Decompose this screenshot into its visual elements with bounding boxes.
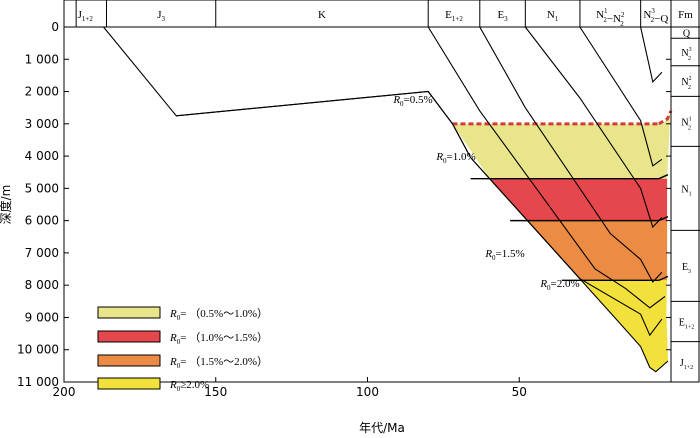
y-tick-label: 3 000 (25, 117, 59, 131)
burial-curve (640, 26, 663, 84)
y-tick-label: 9 000 (25, 310, 59, 324)
ro-isoline-tail (658, 215, 669, 222)
burial-curve (479, 26, 663, 283)
x-tick-label: 50 (512, 385, 527, 399)
y-tick-label: 8 000 (25, 278, 59, 292)
ro-isoline-tail (658, 174, 669, 180)
strata-label: J1+2 (78, 9, 94, 23)
burial-curve (579, 26, 663, 167)
y-tick-label: 10 000 (17, 343, 59, 357)
y-tick-label: 2 000 (25, 85, 59, 99)
y-tick-label: 7 000 (25, 246, 59, 260)
legend-label: R0≥2.0% (169, 379, 209, 393)
ro-isoline-tail (658, 110, 673, 126)
legend: R0= （0.5%～1.0%） R0= （1.0%～1.5%） R0= （1.5%～… (97, 306, 268, 393)
burial-curves (103, 26, 669, 373)
strata-label: K (318, 9, 326, 21)
strata-label: E1+2 (445, 9, 463, 23)
fm-label: N1 2 (681, 116, 691, 131)
fm-label: N1 (681, 184, 691, 197)
x-tick-label: 150 (204, 385, 227, 399)
legend-label: R0= （0.5%～1.0%） (169, 307, 268, 322)
fm-header: Fm (678, 9, 693, 21)
strata-label: N1 2−N2 2 (596, 7, 625, 28)
isoline-annotations: R0=0.5% R0=1.0% R0=1.5% R0=2.0% (392, 94, 579, 292)
burial-curve (176, 90, 663, 337)
y-axis: 0 1 000 2 000 3 000 4 000 5 000 6 000 7 000 8 00… (0, 20, 671, 389)
fm-label: E3 (682, 262, 691, 275)
ro-isolines (452, 110, 673, 282)
y-tick-label: 1 000 (25, 52, 59, 66)
y-axis-title: 深度/m (0, 185, 13, 225)
ro-isoline-tail (658, 275, 669, 281)
maturity-zone (527, 220, 668, 281)
fm-label: N3 2 (681, 47, 691, 62)
legend-swatch (97, 330, 161, 343)
strata-label: E3 (497, 9, 508, 23)
strata-label: N3 2−Q (643, 7, 668, 25)
x-tick-label: 200 (53, 385, 76, 399)
formation-column: Fm Q N3 2 N2 2 N1 2 N1 E3 E1+2 J1+2 (671, 9, 700, 371)
fm-label: E1+2 (679, 317, 695, 330)
maturity-zone (489, 178, 668, 221)
strata-label: N1 (547, 9, 559, 23)
strata-header: J1+2 J3 K E1+2 E3 N1 N1 2−N2 2 N3 2−Q (75, 0, 668, 28)
outer-frame (63, 0, 700, 383)
maturity-zones (452, 114, 671, 372)
y-tick-label: 6 000 (25, 214, 59, 228)
isoline-annotation: R0=1.0% (435, 151, 475, 165)
fm-label: J1+2 (680, 358, 693, 371)
legend-swatch (97, 354, 161, 367)
fm-label: Q (683, 29, 691, 40)
burial-curve (427, 26, 666, 309)
y-tick-label: 0 (51, 20, 59, 34)
legend-swatch (97, 377, 161, 390)
isoline-annotation: R0=0.5% (392, 94, 432, 108)
legend-label: R0= （1.0%～1.5%） (169, 331, 268, 346)
burial-curve (524, 26, 663, 229)
legend-label: R0= （1.5%～2.0%） (169, 355, 268, 370)
legend-swatch (97, 306, 161, 319)
strata-label: J3 (157, 9, 165, 23)
y-tick-label: 5 000 (25, 181, 59, 195)
isoline-annotation: R0=2.0% (539, 278, 579, 292)
plot-frame (63, 0, 700, 383)
y-tick-label: 4 000 (25, 149, 59, 163)
isoline-annotation: R0=1.5% (484, 248, 524, 262)
x-tick-label: 100 (356, 385, 379, 399)
x-axis-title: 年代/Ma (359, 421, 405, 435)
x-axis: 200 150 100 50 年代/Ma (53, 377, 527, 435)
fm-label: N2 2 (681, 76, 691, 91)
y-tick-label: 11 000 (17, 375, 59, 389)
maturity-zone (581, 280, 668, 372)
maturity-zone (452, 114, 671, 179)
